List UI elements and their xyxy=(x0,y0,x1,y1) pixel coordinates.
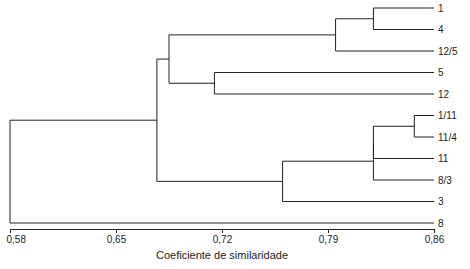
x-axis: 0,58 0,65 0,72 0,79 0,86 xyxy=(7,229,445,245)
branch-line xyxy=(414,137,434,138)
branch-line xyxy=(157,59,169,60)
tick-label: 0,79 xyxy=(319,234,339,245)
leaf-label: 5 xyxy=(438,67,444,78)
branch-line xyxy=(214,94,434,95)
leaf-label: 11 xyxy=(438,153,449,164)
leaf-label: 12 xyxy=(438,89,450,100)
branch-line xyxy=(373,126,414,127)
tick-mark xyxy=(222,229,223,233)
axis-title: Coeficiente de similaridade xyxy=(156,249,288,261)
leaf-label: 8/3 xyxy=(438,175,452,186)
tick: 0,58 xyxy=(7,229,27,245)
tick-mark xyxy=(116,229,117,233)
leaf-label: 8 xyxy=(438,218,444,229)
branch-line xyxy=(10,120,157,121)
dendrogram-links xyxy=(10,8,434,223)
branch-line xyxy=(373,8,434,9)
tick: 0,65 xyxy=(107,229,127,245)
tick-mark xyxy=(434,229,435,233)
leaf-label: 11/4 xyxy=(438,132,457,143)
tick-label: 0,65 xyxy=(107,234,127,245)
branch-line xyxy=(373,180,434,181)
branch-line xyxy=(283,161,374,162)
leaf-label: 1 xyxy=(438,3,444,14)
tick-label: 0,86 xyxy=(425,234,445,245)
branch-line xyxy=(336,51,434,52)
tick-mark xyxy=(328,229,329,233)
chart: 1 4 12/5 5 12 1/11 11/4 11 8/3 3 8 0,58 0,65 0,72 0,79… xyxy=(0,0,470,269)
branch-line xyxy=(169,34,336,35)
merge-line xyxy=(10,120,11,223)
branch-line xyxy=(336,18,374,19)
leaf-labels: 1 4 12/5 5 12 1/11 11/4 11 8/3 3 8 xyxy=(438,3,458,229)
tick-label: 0,58 xyxy=(7,234,27,245)
axis-line xyxy=(11,230,435,234)
tick-mark xyxy=(10,229,11,233)
branch-line xyxy=(169,83,214,84)
branch-line xyxy=(283,201,434,202)
branch-line xyxy=(414,115,434,116)
leaf-label: 1/11 xyxy=(438,110,457,121)
branch-line xyxy=(157,181,283,182)
branch-line xyxy=(214,72,434,73)
leaf-label: 3 xyxy=(438,196,444,207)
tick: 0,86 xyxy=(425,229,445,245)
tick: 0,79 xyxy=(319,229,339,245)
leaf-label: 4 xyxy=(438,24,444,35)
branch-line xyxy=(373,29,434,30)
branch-line xyxy=(373,158,434,159)
branch-line xyxy=(10,223,434,224)
leaf-label: 12/5 xyxy=(438,46,458,57)
tick: 0,72 xyxy=(213,229,233,245)
tick-label: 0,72 xyxy=(213,234,233,245)
